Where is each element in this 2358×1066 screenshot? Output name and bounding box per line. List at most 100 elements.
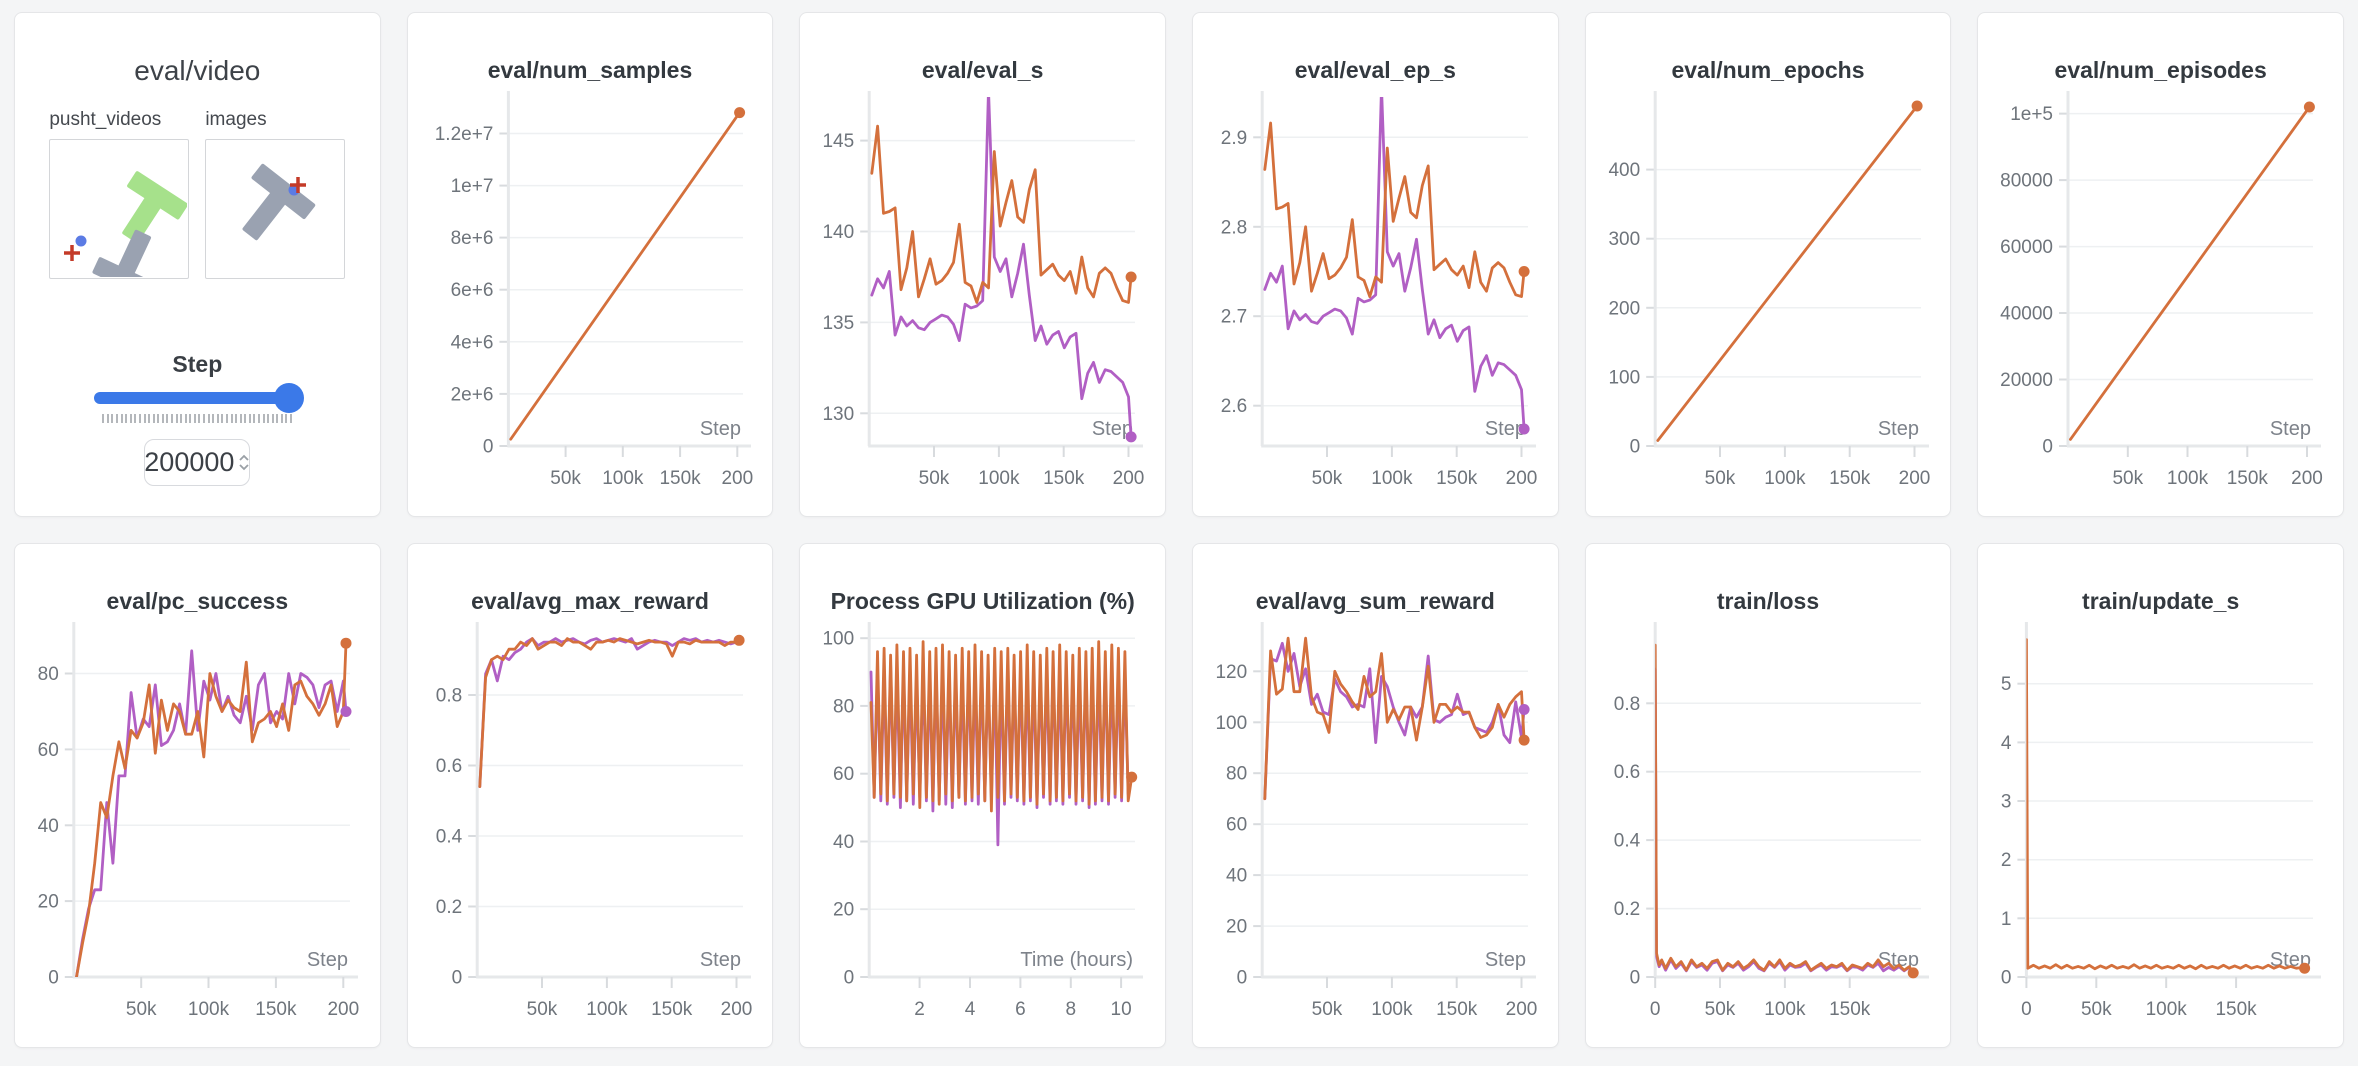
svg-text:100k: 100k bbox=[1764, 468, 1806, 489]
step-slider[interactable] bbox=[94, 383, 305, 423]
svg-text:150k: 150k bbox=[1436, 468, 1478, 489]
panel-eval-video[interactable]: eval/video pusht_videos bbox=[14, 12, 381, 517]
chart-title: Process GPU Utilization (%) bbox=[830, 588, 1135, 614]
chart-title: eval/eval_ep_s bbox=[1294, 57, 1456, 83]
chart-title: eval/eval_s bbox=[921, 57, 1044, 83]
step-input[interactable]: 200000 bbox=[144, 439, 251, 486]
svg-text:1.2e+7: 1.2e+7 bbox=[434, 124, 493, 145]
step-input-spinner[interactable] bbox=[238, 454, 250, 471]
chart-eval-pc-success[interactable]: 0 20 40 60 80 50k 100k 150k 200 Step bbox=[15, 544, 380, 1047]
svg-text:0: 0 bbox=[1629, 437, 1640, 458]
svg-text:0.6: 0.6 bbox=[1613, 762, 1639, 783]
panel-process-gpu-utilization[interactable]: Process GPU Utilization (%) 0 20 40 60 80 100… bbox=[799, 543, 1166, 1048]
svg-text:0: 0 bbox=[2021, 999, 2032, 1020]
chart-title: train/loss bbox=[1716, 588, 1820, 614]
svg-text:40: 40 bbox=[833, 832, 854, 853]
svg-text:0: 0 bbox=[451, 968, 462, 989]
svg-text:200: 200 bbox=[2291, 468, 2323, 489]
chart-title: eval/num_samples bbox=[487, 57, 693, 83]
panel-train-update-s[interactable]: train/update_s 0 1 2 3 4 5 0 50k 100k 150k Step bbox=[1977, 543, 2344, 1048]
media-row: pusht_videos bbox=[15, 109, 380, 298]
svg-text:50k: 50k bbox=[1704, 468, 1735, 489]
svg-text:150k: 150k bbox=[2216, 999, 2258, 1020]
svg-text:60: 60 bbox=[38, 740, 59, 761]
svg-text:300: 300 bbox=[1608, 229, 1640, 250]
svg-text:1: 1 bbox=[2001, 909, 2012, 930]
svg-text:0.8: 0.8 bbox=[1613, 694, 1639, 715]
chart-eval-avg-sum-reward[interactable]: 0 20 40 60 80 100 120 50k 100k 150k 200 Step bbox=[1193, 544, 1558, 1047]
chart-title: eval/num_episodes bbox=[2054, 57, 2267, 83]
chevron-down-icon[interactable] bbox=[238, 463, 250, 471]
panel-eval-avg-max-reward[interactable]: eval/avg_max_reward 0 0.2 0.4 0.6 0.8 50k 100k… bbox=[406, 543, 774, 1048]
svg-text:200: 200 bbox=[1898, 468, 1930, 489]
svg-text:60: 60 bbox=[833, 764, 854, 785]
svg-text:50k: 50k bbox=[2081, 999, 2112, 1020]
svg-text:Step: Step bbox=[307, 949, 348, 971]
svg-text:3: 3 bbox=[2001, 792, 2012, 813]
svg-text:2: 2 bbox=[915, 999, 926, 1020]
svg-text:50k: 50k bbox=[126, 999, 157, 1020]
svg-text:1e+7: 1e+7 bbox=[450, 176, 493, 197]
panel-eval-eval-s[interactable]: eval/eval_s 130 135 140 145 50k 100k 150k 200 St… bbox=[799, 12, 1166, 517]
panel-eval-num-epochs[interactable]: eval/num_epochs 0 100 200 300 400 50k 100k 150k… bbox=[1584, 12, 1952, 517]
svg-text:80: 80 bbox=[1226, 764, 1247, 785]
svg-text:Step: Step bbox=[1092, 418, 1133, 440]
svg-text:100k: 100k bbox=[2146, 999, 2188, 1020]
chart-eval-avg-max-reward[interactable]: 0 0.2 0.4 0.6 0.8 50k 100k 150k 200 Step bbox=[408, 544, 773, 1047]
chart-train-update-s[interactable]: 0 1 2 3 4 5 0 50k 100k 150k Step bbox=[1978, 544, 2343, 1047]
svg-text:0: 0 bbox=[2043, 437, 2054, 458]
chart-eval-num-epochs[interactable]: 0 100 200 300 400 50k 100k 150k 200 Step bbox=[1586, 13, 1951, 516]
svg-text:60000: 60000 bbox=[2000, 237, 2053, 258]
panel-eval-num-samples[interactable]: eval/num_samples 0 2e+6 4e+6 6e+6 8e+6 1e+7 1.… bbox=[406, 12, 774, 517]
svg-text:40: 40 bbox=[1226, 866, 1247, 887]
svg-text:0: 0 bbox=[2001, 968, 2012, 989]
svg-text:400: 400 bbox=[1608, 160, 1640, 181]
svg-text:100k: 100k bbox=[2167, 468, 2209, 489]
svg-text:200: 200 bbox=[1506, 999, 1538, 1020]
svg-text:6: 6 bbox=[1015, 999, 1026, 1020]
svg-text:0: 0 bbox=[482, 437, 493, 458]
images-thumbnail[interactable] bbox=[205, 139, 346, 279]
panel-eval-num-episodes[interactable]: eval/num_episodes 0 20000 40000 60000 80000 1… bbox=[1977, 12, 2344, 517]
chart-title: eval/num_epochs bbox=[1671, 57, 1865, 83]
pusht-videos-thumbnail[interactable] bbox=[49, 139, 190, 298]
chevron-up-icon[interactable] bbox=[238, 454, 250, 462]
chart-process-gpu-utilization[interactable]: 0 20 40 60 80 100 2 4 6 8 10 Time (hours) bbox=[800, 544, 1165, 1047]
svg-text:60: 60 bbox=[1226, 815, 1247, 836]
panel-eval-eval-ep-s[interactable]: eval/eval_ep_s 2.6 2.7 2.8 2.9 50k 100k 150k 20… bbox=[1191, 12, 1559, 517]
panel-eval-pc-success[interactable]: eval/pc_success 0 20 40 60 80 50k 100k 150k 200 S… bbox=[14, 543, 381, 1048]
svg-text:2: 2 bbox=[2001, 850, 2012, 871]
chart-eval-eval-s[interactable]: 130 135 140 145 50k 100k 150k 200 Step bbox=[800, 13, 1165, 516]
svg-text:200: 200 bbox=[1113, 468, 1145, 489]
svg-text:2.8: 2.8 bbox=[1221, 217, 1247, 238]
svg-text:50k: 50k bbox=[526, 999, 557, 1020]
svg-text:6e+6: 6e+6 bbox=[450, 280, 493, 301]
chart-eval-num-episodes[interactable]: 0 20000 40000 60000 80000 1e+5 50k 100k 150k 200 S… bbox=[1978, 13, 2343, 516]
svg-text:200: 200 bbox=[721, 468, 753, 489]
svg-text:120: 120 bbox=[1215, 662, 1247, 683]
svg-text:150k: 150k bbox=[1043, 468, 1085, 489]
svg-text:0: 0 bbox=[844, 968, 855, 989]
svg-text:0.4: 0.4 bbox=[435, 827, 462, 848]
svg-text:150k: 150k bbox=[1436, 999, 1478, 1020]
svg-text:100k: 100k bbox=[1764, 999, 1806, 1020]
svg-text:2e+6: 2e+6 bbox=[450, 384, 493, 405]
svg-text:20: 20 bbox=[1226, 917, 1247, 938]
svg-text:Step: Step bbox=[1485, 949, 1526, 971]
chart-title: eval/pc_success bbox=[106, 588, 289, 614]
chart-eval-eval-ep-s[interactable]: 2.6 2.7 2.8 2.9 50k 100k 150k 200 Step bbox=[1193, 13, 1558, 516]
step-slider-track[interactable] bbox=[94, 383, 305, 413]
svg-text:130: 130 bbox=[823, 404, 855, 425]
chart-train-loss[interactable]: 0 0.2 0.4 0.6 0.8 0 50k 100k 150k Step bbox=[1586, 544, 1951, 1047]
step-slider-ruler bbox=[102, 414, 293, 423]
chart-eval-num-samples[interactable]: 0 2e+6 4e+6 6e+6 8e+6 1e+7 1.2e+7 50k 100k 150k 20… bbox=[408, 13, 773, 516]
panel-eval-avg-sum-reward[interactable]: eval/avg_sum_reward 0 20 40 60 80 100 120 50k 10… bbox=[1191, 543, 1559, 1048]
media-cell-images: images bbox=[205, 109, 346, 279]
svg-text:50k: 50k bbox=[2113, 468, 2144, 489]
svg-text:2.6: 2.6 bbox=[1221, 396, 1247, 417]
svg-text:145: 145 bbox=[823, 131, 855, 152]
svg-text:2.9: 2.9 bbox=[1221, 128, 1247, 149]
svg-text:Step: Step bbox=[700, 949, 741, 971]
step-slider-thumb[interactable] bbox=[274, 383, 305, 413]
panel-train-loss[interactable]: train/loss 0 0.2 0.4 0.6 0.8 0 50k 100k 150k Step bbox=[1584, 543, 1952, 1048]
